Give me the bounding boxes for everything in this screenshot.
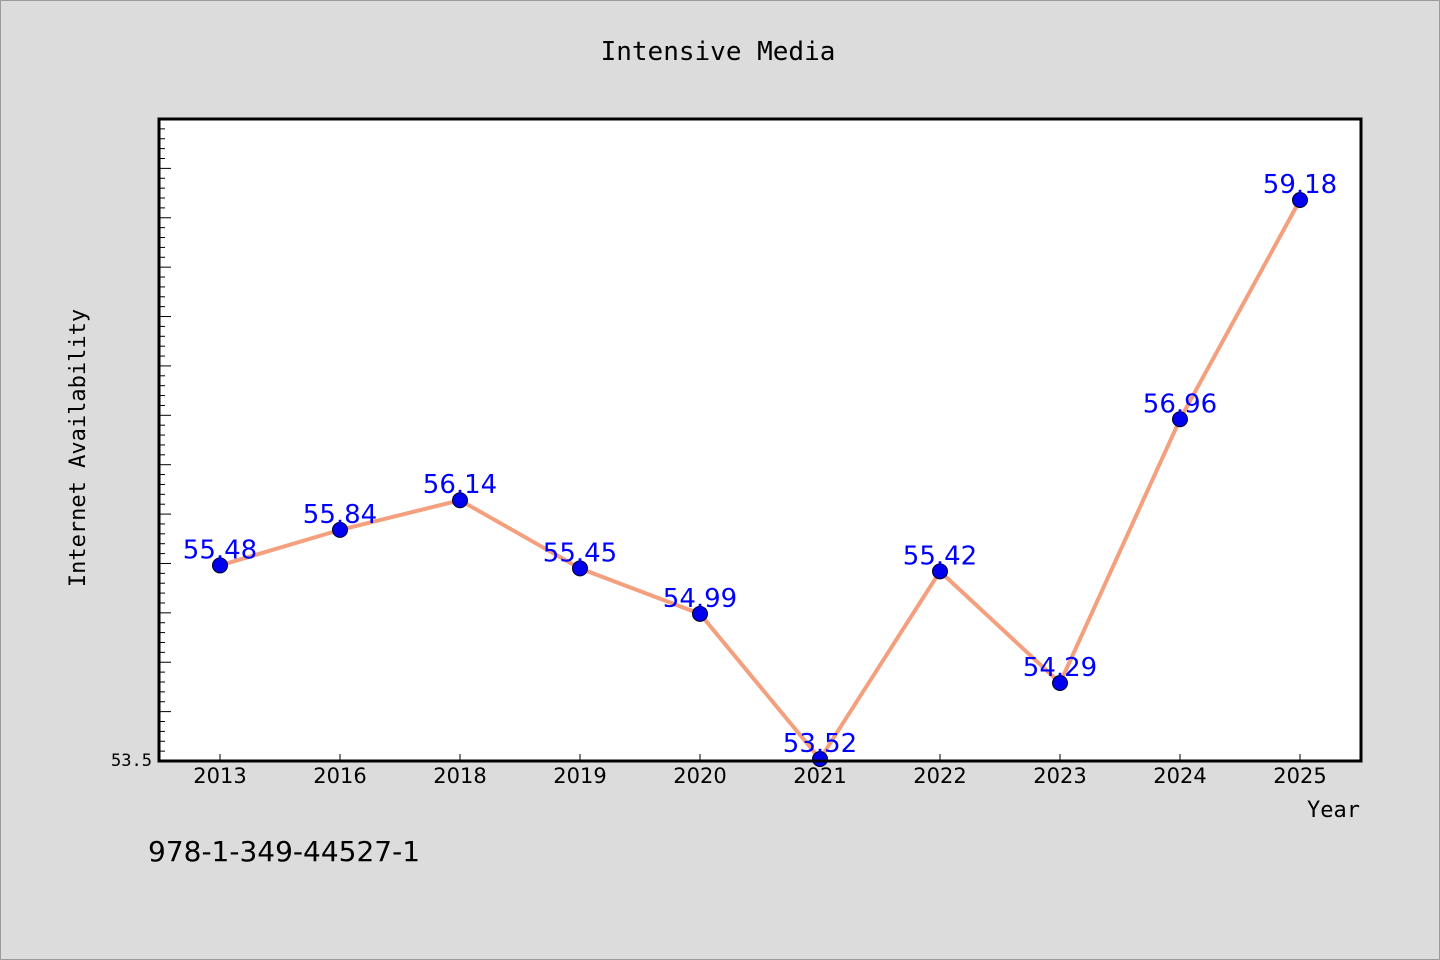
footer-code: 978-1-349-44527-1	[148, 835, 421, 868]
x-tick-labels: 2013 2016 2018 2019 2020 2021 2022 2023 2024 2025	[193, 764, 1326, 788]
data-label: 55.45	[543, 538, 617, 568]
data-label: 54.29	[1023, 653, 1097, 683]
data-point	[332, 521, 348, 538]
x-tick-label: 2019	[553, 764, 606, 788]
data-point	[692, 605, 708, 622]
y-tick-label: 53.5	[111, 751, 152, 771]
data-label: 54.99	[663, 584, 737, 614]
x-tick-label: 2025	[1273, 764, 1326, 788]
plot-area	[159, 119, 1361, 761]
series-line	[219, 199, 1302, 763]
y-axis-label: Internet Availability	[66, 309, 91, 587]
data-points	[212, 191, 1308, 768]
data-point	[1292, 191, 1308, 208]
data-label: 55.84	[303, 500, 377, 530]
data-label: 55.42	[903, 541, 977, 571]
data-label: 56.96	[1143, 389, 1217, 419]
data-label: 53.52	[783, 729, 857, 759]
x-tick-label: 2016	[313, 764, 366, 788]
data-labels: 55.48 55.84 56.14 55.45 54.99 53.52 55.42 54.29…	[183, 170, 1337, 759]
chart-title: Intensive Media	[601, 37, 836, 67]
x-tick-label: 2021	[793, 764, 846, 788]
x-tick-label: 2024	[1153, 764, 1206, 788]
x-tick-label: 2018	[433, 764, 486, 788]
data-point	[1172, 411, 1188, 428]
data-label: 55.48	[183, 535, 257, 565]
x-tick-label: 2022	[913, 764, 966, 788]
data-point	[812, 751, 828, 768]
data-point	[932, 563, 948, 580]
data-point	[572, 560, 588, 577]
x-axis-label: Year	[1307, 798, 1360, 823]
x-tick-label: 2023	[1033, 764, 1086, 788]
data-point	[452, 492, 468, 509]
data-label: 56.14	[423, 470, 497, 500]
x-tick-label: 2013	[193, 764, 246, 788]
data-point	[212, 557, 228, 574]
plot-frame	[157, 117, 1363, 763]
x-tick-label: 2020	[673, 764, 726, 788]
data-point	[1052, 674, 1068, 691]
data-label: 59.18	[1263, 170, 1337, 200]
